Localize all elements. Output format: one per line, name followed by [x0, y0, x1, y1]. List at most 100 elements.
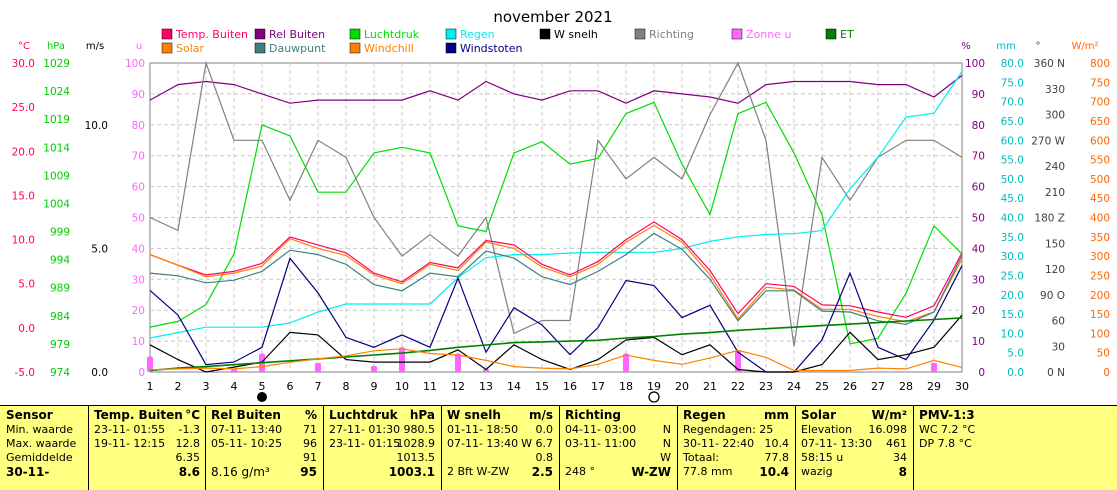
- stats-hum-unit: %: [304, 408, 317, 422]
- legend-swatch: [445, 42, 457, 54]
- stats-press-unit: hPa: [409, 408, 435, 422]
- axis-tick-solar: 700: [1090, 97, 1110, 109]
- legend-label: Windstoten: [460, 42, 522, 55]
- axis-tick-dir: 90 O: [1040, 290, 1065, 302]
- stats-rain-current-value: 10.4: [759, 465, 789, 479]
- stats-wind-avg-value: 0.8: [535, 451, 554, 464]
- axis-tick-press: 994: [50, 255, 70, 267]
- stats-temp-current-value: 8.6: [178, 465, 200, 479]
- x-tick-label: 5: [259, 380, 266, 393]
- stats-col-hum: Rel Buiten % 07-11- 13:40 71 05-11- 10:2…: [211, 408, 317, 490]
- x-tick-label: 16: [563, 380, 577, 393]
- stats-rain-max-time: 30-11- 22:40: [683, 437, 755, 450]
- legend-label: ET: [840, 28, 854, 41]
- axis-label-solar: W/m²: [1071, 41, 1098, 52]
- axis-tick-rain: 60.0: [1001, 135, 1024, 147]
- x-tick-label: 21: [703, 380, 717, 393]
- stats-sensor-header: Sensor: [6, 408, 53, 422]
- stats-rain-total-label: Totaal:: [683, 451, 720, 464]
- axis-tick-temp: 25.0: [12, 102, 35, 114]
- axis-tick-solar: 450: [1090, 193, 1110, 205]
- axis-tick-sun: 70: [132, 151, 145, 163]
- stats-solar-unit: W/m²: [871, 408, 907, 422]
- legend-label: Richting: [649, 28, 694, 41]
- axis-tick-dir: 240: [1045, 161, 1065, 173]
- stats-solar-current-value: 8: [898, 465, 907, 479]
- axis-tick-rain: 50.0: [1001, 174, 1024, 186]
- stats-dir-current-value: W-ZW: [631, 465, 671, 479]
- axis-tick-rain: 75.0: [1001, 77, 1024, 89]
- axis-label-dir: °: [1036, 41, 1041, 52]
- stats-solar-hours: 58:15 u: [801, 451, 844, 464]
- axis-tick-solar: 650: [1090, 116, 1110, 128]
- axis-tick-dir: 60: [1052, 316, 1065, 328]
- sun-hours-bar: [231, 368, 237, 372]
- legend-swatch: [731, 28, 743, 40]
- weather-chart: november 2021 1 2 3 4 5 6 7 8 9 10 11 12 13 14 15 16 17 18…: [12, 8, 1110, 403]
- x-tick-label: 10: [395, 380, 409, 393]
- stats-col-rain: Regen mm Regendagen: 25 30-11- 22:40 10.…: [683, 408, 789, 490]
- legend-swatch: [349, 42, 361, 54]
- stats-avg-label: Gemiddelde: [6, 451, 73, 464]
- sun-hours-bar: [455, 353, 461, 372]
- stats-wind-max-value: W 6.7: [521, 437, 553, 450]
- stats-rain-month: 77.8 mm: [683, 465, 733, 478]
- sun-hours-bar: [315, 362, 321, 372]
- axis-tick-dir: 30: [1052, 341, 1065, 353]
- axis-tick-press: 1004: [43, 198, 70, 210]
- axis-tick-solar: 800: [1090, 58, 1110, 70]
- axis-tick-solar: 500: [1090, 174, 1110, 186]
- stats-temp-max-time: 19-11- 12:15: [94, 437, 166, 450]
- axis-tick-dir: 330: [1045, 84, 1065, 96]
- stats-wind-min-time: 01-11- 18:50: [447, 423, 519, 436]
- series-line-et: [149, 317, 963, 372]
- legend-label: W snelh: [554, 28, 598, 41]
- stats-current-label: 30-11-: [6, 465, 50, 479]
- stats-hum-avg-value: 91: [303, 451, 317, 464]
- axis-tick-dir: 270 W: [1031, 135, 1065, 147]
- sun-hours-bar: [147, 356, 153, 372]
- stats-pmv-header: PMV-1:3: [919, 408, 975, 422]
- axis-tick-temp: 20.0: [12, 146, 35, 158]
- stats-rain-days: Regendagen: 25: [683, 423, 774, 436]
- axis-tick-sun: 60: [132, 182, 145, 194]
- x-tick-label: 29: [927, 380, 941, 393]
- stats-temp-min-value: -1.3: [178, 423, 200, 436]
- stats-press-header: Luchtdruk: [329, 408, 398, 422]
- x-tick-label: 11: [423, 380, 437, 393]
- stats-rain-max-value: 10.4: [764, 437, 790, 450]
- x-tick-label: 17: [591, 380, 605, 393]
- legend-swatch: [634, 28, 646, 40]
- stats-wind-unit: m/s: [528, 408, 553, 422]
- axis-tick-dir: 360 N: [1034, 58, 1065, 70]
- stats-hum-header: Rel Buiten: [211, 408, 281, 422]
- axis-tick-hum: 20: [972, 305, 985, 317]
- axis-tick-press: 1029: [43, 58, 70, 70]
- axis-tick-temp: 15.0: [12, 190, 35, 202]
- axis-tick-rain: 25.0: [1001, 270, 1024, 282]
- sun-hours-bar: [931, 362, 937, 372]
- series-line-dauwpunt: [149, 232, 963, 325]
- x-tick-label: 3: [203, 380, 210, 393]
- axis-tick-sun: 40: [132, 243, 145, 255]
- sun-hours-bar: [371, 365, 377, 372]
- axis-tick-dir: 0 N: [1047, 367, 1065, 379]
- legend-label: Luchtdruk: [364, 28, 420, 41]
- series-line-richting: [149, 60, 963, 347]
- axis-tick-sun: 100: [125, 58, 145, 70]
- axis-tick-press: 974: [50, 367, 70, 379]
- axis-tick-hum: 10: [972, 336, 985, 348]
- axis-label-press: hPa: [47, 41, 65, 52]
- stats-hum-max-value: 96: [303, 437, 317, 450]
- stats-dir-max-value: N: [662, 437, 671, 450]
- stats-hum-min-time: 07-11- 13:40: [211, 423, 283, 436]
- axis-tick-press: 1019: [43, 114, 70, 126]
- stats-wind-max-time: 07-11- 13:40: [447, 437, 519, 450]
- axis-tick-solar: 600: [1090, 135, 1110, 147]
- legend-label: Regen: [460, 28, 495, 41]
- axis-tick-sun: 20: [132, 305, 145, 317]
- x-tick-label: 18: [619, 380, 633, 393]
- legend-swatch: [349, 28, 361, 40]
- x-tick-label: 9: [371, 380, 378, 393]
